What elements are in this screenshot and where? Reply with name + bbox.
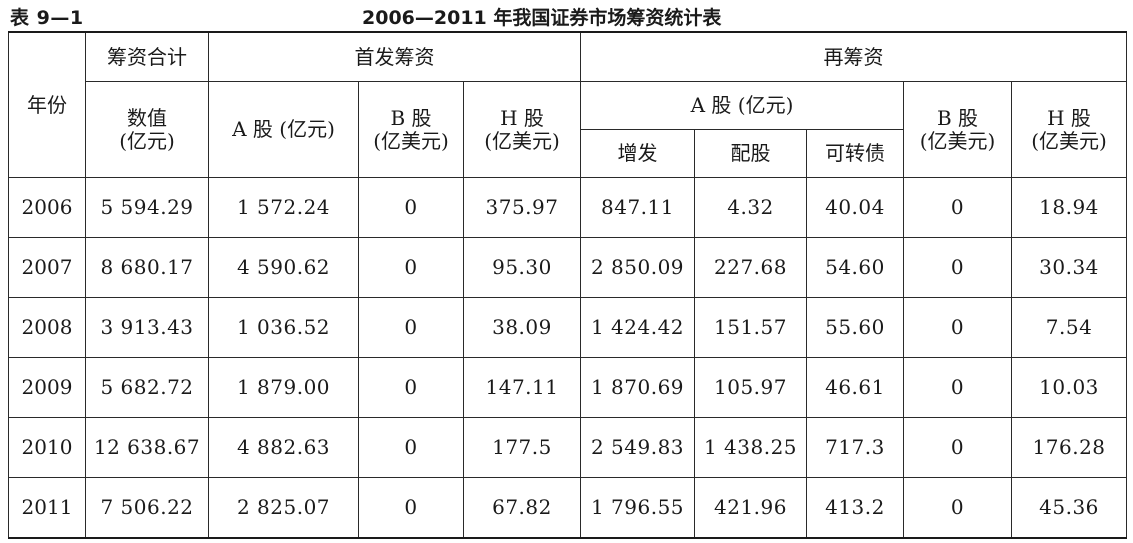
cell-additional-issue: 1 424.42 <box>580 297 695 358</box>
header-rights-issue: 配股 <box>694 129 807 178</box>
cell-rights-issue: 421.96 <box>694 477 807 539</box>
cell-convertible-bond: 40.04 <box>806 177 904 238</box>
header-ipo-b-line1: B 股 <box>390 105 432 130</box>
cell-convertible-bond: 54.60 <box>806 237 904 298</box>
cell-refi-b-share: 0 <box>903 177 1012 238</box>
header-additional-issue: 增发 <box>580 129 695 178</box>
header-refi-a-share: A 股 (亿元) <box>580 81 904 130</box>
cell-ipo-h-share: 177.5 <box>463 417 581 478</box>
header-total-value-line2: (亿元) <box>119 128 175 153</box>
cell-refi-h-share: 45.36 <box>1010 477 1128 539</box>
table-body: 2006 5 594.29 1 572.24 0 375.97 847.11 4.32 40.… <box>8 177 1128 539</box>
cell-year: 2008 <box>8 297 86 358</box>
header-ipo-b-share: B 股 (亿美元) <box>358 81 464 178</box>
cell-ipo-h-share: 67.82 <box>463 477 581 539</box>
cell-year: 2011 <box>8 477 86 539</box>
header-refi-h-line1: H 股 <box>1047 105 1091 130</box>
cell-ipo-b-share: 0 <box>358 477 464 539</box>
cell-total: 3 913.43 <box>85 297 209 358</box>
cell-rights-issue: 4.32 <box>694 177 807 238</box>
cell-total: 12 638.67 <box>85 417 209 478</box>
cell-convertible-bond: 413.2 <box>806 477 904 539</box>
header-refi-b-line2: (亿美元) <box>919 128 996 153</box>
header-ipo-group: 首发筹资 <box>208 31 581 82</box>
cell-convertible-bond: 46.61 <box>806 357 904 418</box>
cell-ipo-b-share: 0 <box>358 237 464 298</box>
header-ipo-b-line2: (亿美元) <box>373 128 449 153</box>
cell-additional-issue: 2 549.83 <box>580 417 695 478</box>
cell-ipo-h-share: 38.09 <box>463 297 581 358</box>
cell-total: 8 680.17 <box>85 237 209 298</box>
cell-ipo-a-share: 1 036.52 <box>208 297 359 358</box>
cell-refi-b-share: 0 <box>903 237 1012 298</box>
table-title: 2006—2011 年我国证券市场筹资统计表 <box>362 7 722 29</box>
header-year: 年份 <box>8 31 86 178</box>
table-row: 2007 8 680.17 4 590.62 0 95.30 2 850.09 227.68… <box>8 237 1128 298</box>
cell-refi-b-share: 0 <box>903 417 1012 478</box>
cell-ipo-b-share: 0 <box>358 357 464 418</box>
header-refi-b-share: B 股 (亿美元) <box>903 81 1012 178</box>
cell-year: 2006 <box>8 177 86 238</box>
cell-refi-h-share: 18.94 <box>1010 177 1128 238</box>
cell-additional-issue: 2 850.09 <box>580 237 695 298</box>
cell-refi-b-share: 0 <box>903 357 1012 418</box>
header-ipo-h-line2: (亿美元) <box>484 128 560 153</box>
cell-additional-issue: 1 796.55 <box>580 477 695 539</box>
cell-rights-issue: 105.97 <box>694 357 807 418</box>
table-row: 2010 12 638.67 4 882.63 0 177.5 2 549.83 1 438… <box>8 417 1128 478</box>
cell-ipo-b-share: 0 <box>358 177 464 238</box>
header-refi-h-line2: (亿美元) <box>1031 128 1107 153</box>
header-ipo-h-share: H 股 (亿美元) <box>463 81 581 178</box>
table-row: 2009 5 682.72 1 879.00 0 147.11 1 870.69 105.9… <box>8 357 1128 418</box>
table-caption: 表 9—1 2006—2011 年我国证券市场筹资统计表 <box>0 0 1133 30</box>
cell-ipo-h-share: 375.97 <box>463 177 581 238</box>
table-row: 2011 7 506.22 2 825.07 0 67.82 1 796.55 421.96… <box>8 477 1128 539</box>
cell-rights-issue: 1 438.25 <box>694 417 807 478</box>
cell-ipo-h-share: 95.30 <box>463 237 581 298</box>
cell-total: 5 594.29 <box>85 177 209 238</box>
header-total-value: 数值 (亿元) <box>85 81 209 178</box>
financing-statistics-table: 年份 筹资合计 首发筹资 再筹资 数值 (亿元) A 股 (亿元) B 股 (亿… <box>8 31 1128 539</box>
header-refinancing-group: 再筹资 <box>579 31 1128 82</box>
header-ipo-h-line1: H 股 <box>500 105 544 130</box>
header-convertible-bond: 可转债 <box>806 129 904 178</box>
cell-ipo-b-share: 0 <box>358 417 464 478</box>
cell-refi-b-share: 0 <box>903 477 1012 539</box>
header-total-value-line1: 数值 <box>127 105 167 130</box>
cell-additional-issue: 1 870.69 <box>580 357 695 418</box>
cell-convertible-bond: 55.60 <box>806 297 904 358</box>
cell-ipo-a-share: 1 879.00 <box>208 357 359 418</box>
header-refi-h-share: H 股 (亿美元) <box>1010 81 1128 178</box>
cell-refi-h-share: 10.03 <box>1010 357 1128 418</box>
cell-convertible-bond: 717.3 <box>806 417 904 478</box>
cell-ipo-a-share: 4 882.63 <box>208 417 359 478</box>
cell-ipo-h-share: 147.11 <box>463 357 581 418</box>
cell-additional-issue: 847.11 <box>580 177 695 238</box>
header-refi-b-line1: B 股 <box>936 105 979 130</box>
cell-refi-b-share: 0 <box>903 297 1012 358</box>
cell-rights-issue: 227.68 <box>694 237 807 298</box>
cell-refi-h-share: 7.54 <box>1010 297 1128 358</box>
header-ipo-a-share: A 股 (亿元) <box>208 81 359 178</box>
cell-refi-h-share: 176.28 <box>1010 417 1128 478</box>
table-header: 年份 筹资合计 首发筹资 再筹资 数值 (亿元) A 股 (亿元) B 股 (亿… <box>8 31 1128 178</box>
cell-ipo-a-share: 1 572.24 <box>208 177 359 238</box>
cell-ipo-a-share: 4 590.62 <box>208 237 359 298</box>
header-total-group: 筹资合计 <box>85 31 209 82</box>
cell-year: 2010 <box>8 417 86 478</box>
cell-ipo-a-share: 2 825.07 <box>208 477 359 539</box>
cell-year: 2009 <box>8 357 86 418</box>
cell-rights-issue: 151.57 <box>694 297 807 358</box>
table-number: 表 9—1 <box>10 7 84 29</box>
cell-total: 7 506.22 <box>85 477 209 539</box>
cell-total: 5 682.72 <box>85 357 209 418</box>
cell-ipo-b-share: 0 <box>358 297 464 358</box>
cell-year: 2007 <box>8 237 86 298</box>
table-row: 2006 5 594.29 1 572.24 0 375.97 847.11 4.32 40.… <box>8 177 1128 238</box>
cell-refi-h-share: 30.34 <box>1010 237 1128 298</box>
table-row: 2008 3 913.43 1 036.52 0 38.09 1 424.42 151.57… <box>8 297 1128 358</box>
